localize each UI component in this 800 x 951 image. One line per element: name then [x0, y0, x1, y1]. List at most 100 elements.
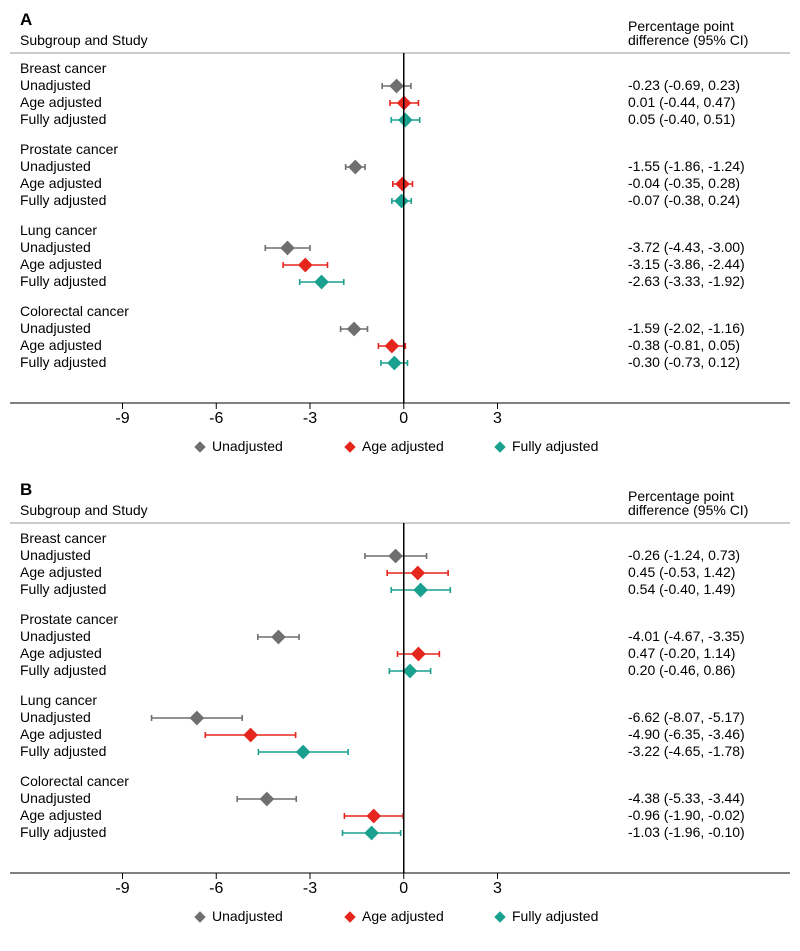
row-label: Fully adjusted: [20, 273, 106, 289]
marker-diamond: [315, 275, 328, 288]
row-value: -4.90 (-6.35, -3.46): [628, 726, 745, 742]
row-value: -0.26 (-1.24, 0.73): [628, 547, 740, 563]
x-tick-label: -6: [209, 880, 223, 897]
legend-label: Fully adjusted: [512, 438, 598, 454]
marker-diamond: [399, 113, 412, 126]
row-value: -4.01 (-4.67, -3.35): [628, 628, 745, 644]
row-label: Fully adjusted: [20, 111, 106, 127]
row-label: Age adjusted: [20, 726, 102, 742]
row-value: -0.04 (-0.35, 0.28): [628, 175, 740, 191]
group-title: Prostate cancer: [20, 141, 118, 157]
group-title: Prostate cancer: [20, 611, 118, 627]
row-label: Fully adjusted: [20, 662, 106, 678]
legend-label: Age adjusted: [362, 438, 444, 454]
marker-diamond: [411, 566, 424, 579]
marker-diamond: [190, 711, 203, 724]
marker-diamond: [299, 258, 312, 271]
row-value: -0.23 (-0.69, 0.23): [628, 77, 740, 93]
marker-diamond: [495, 912, 505, 922]
panel-id-label: B: [20, 480, 32, 499]
marker-diamond: [195, 442, 205, 452]
row-value: 0.54 (-0.40, 1.49): [628, 581, 735, 597]
header-left: Subgroup and Study: [20, 32, 148, 48]
marker-diamond: [281, 241, 294, 254]
x-tick-label: -9: [115, 410, 129, 427]
row-value: -4.38 (-5.33, -3.44): [628, 790, 745, 806]
row-value: 0.45 (-0.53, 1.42): [628, 564, 735, 580]
x-tick-label: -6: [209, 410, 223, 427]
row-value: -1.55 (-1.86, -1.24): [628, 158, 745, 174]
row-value: -0.38 (-0.81, 0.05): [628, 337, 740, 353]
marker-diamond: [412, 647, 425, 660]
x-tick-label: 3: [493, 410, 502, 427]
x-tick-label: 0: [399, 410, 408, 427]
group-title: Lung cancer: [20, 692, 97, 708]
row-label: Age adjusted: [20, 564, 102, 580]
marker-diamond: [260, 792, 273, 805]
row-value: -0.07 (-0.38, 0.24): [628, 192, 740, 208]
marker-diamond: [495, 442, 505, 452]
row-label: Age adjusted: [20, 175, 102, 191]
row-value: -6.62 (-8.07, -5.17): [628, 709, 745, 725]
row-label: Fully adjusted: [20, 192, 106, 208]
header-right-2: difference (95% CI): [628, 502, 748, 518]
row-value: -2.63 (-3.33, -1.92): [628, 273, 745, 289]
group-title: Colorectal cancer: [20, 303, 129, 319]
row-value: -3.22 (-4.65, -1.78): [628, 743, 745, 759]
panel-id-label: A: [20, 10, 32, 29]
row-value: 0.20 (-0.46, 0.86): [628, 662, 735, 678]
row-label: Age adjusted: [20, 645, 102, 661]
x-tick-label: -9: [115, 880, 129, 897]
row-label: Unadjusted: [20, 320, 91, 336]
row-value: 0.47 (-0.20, 1.14): [628, 645, 735, 661]
row-label: Age adjusted: [20, 256, 102, 272]
legend-label: Unadjusted: [212, 908, 283, 924]
marker-diamond: [389, 549, 402, 562]
row-label: Unadjusted: [20, 628, 91, 644]
legend: Unadjusted Age adjusted Fully adjusted: [195, 908, 598, 924]
row-value: -1.03 (-1.96, -0.10): [628, 824, 745, 840]
marker-diamond: [390, 79, 403, 92]
marker-diamond: [347, 322, 360, 335]
marker-diamond: [365, 826, 378, 839]
marker-diamond: [345, 912, 355, 922]
row-label: Age adjusted: [20, 807, 102, 823]
row-label: Unadjusted: [20, 158, 91, 174]
panel-A: ASubgroup and StudyPercentage pointdiffe…: [10, 10, 790, 454]
legend: Unadjusted Age adjusted Fully adjusted: [195, 438, 598, 454]
x-tick-label: -3: [303, 880, 317, 897]
header-left: Subgroup and Study: [20, 502, 148, 518]
marker-diamond: [396, 177, 409, 190]
row-label: Unadjusted: [20, 239, 91, 255]
row-label: Fully adjusted: [20, 354, 106, 370]
group-title: Colorectal cancer: [20, 773, 129, 789]
row-label: Age adjusted: [20, 94, 102, 110]
row-label: Unadjusted: [20, 547, 91, 563]
marker-diamond: [272, 630, 285, 643]
x-tick-label: -3: [303, 410, 317, 427]
marker-diamond: [367, 809, 380, 822]
x-tick-label: 0: [399, 880, 408, 897]
marker-diamond: [297, 745, 310, 758]
group-title: Lung cancer: [20, 222, 97, 238]
row-label: Unadjusted: [20, 77, 91, 93]
marker-diamond: [345, 442, 355, 452]
marker-diamond: [349, 160, 362, 173]
row-label: Unadjusted: [20, 790, 91, 806]
marker-diamond: [395, 194, 408, 207]
group-title: Breast cancer: [20, 530, 107, 546]
row-label: Fully adjusted: [20, 581, 106, 597]
marker-diamond: [414, 583, 427, 596]
legend-label: Unadjusted: [212, 438, 283, 454]
row-label: Unadjusted: [20, 709, 91, 725]
row-value: 0.05 (-0.40, 0.51): [628, 111, 735, 127]
row-value: -3.15 (-3.86, -2.44): [628, 256, 745, 272]
panel-B: BSubgroup and StudyPercentage pointdiffe…: [10, 480, 790, 924]
row-label: Fully adjusted: [20, 743, 106, 759]
marker-diamond: [403, 664, 416, 677]
legend-label: Fully adjusted: [512, 908, 598, 924]
x-tick-label: 3: [493, 880, 502, 897]
group-title: Breast cancer: [20, 60, 107, 76]
legend-label: Age adjusted: [362, 908, 444, 924]
row-value: -3.72 (-4.43, -3.00): [628, 239, 745, 255]
